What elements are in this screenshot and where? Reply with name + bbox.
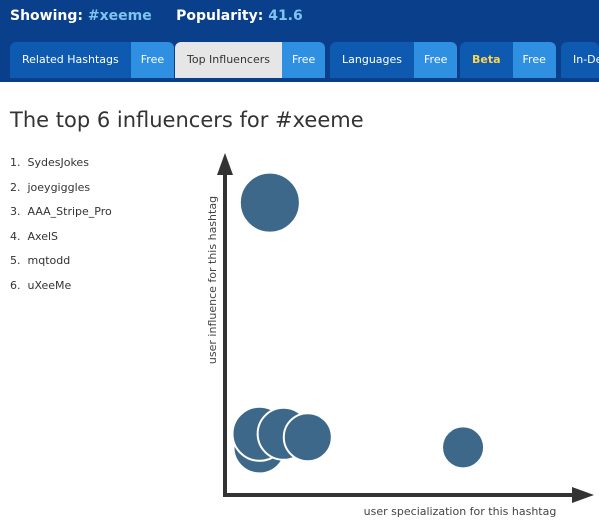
bubble [282,412,333,463]
x-axis-label: user specialization for this hashtag [364,505,557,518]
y-arrow [217,153,233,175]
tab[interactable]: Beta Free [460,42,556,78]
tab-label[interactable]: Beta [460,42,513,78]
influencer-name[interactable]: joeygiggles [27,180,91,194]
popularity-label: Popularity: [176,8,264,24]
hashtag: #xeeme [87,8,152,24]
tab-badge[interactable]: Free [281,42,326,78]
influencer: 3. AAA_Stripe_Pro [10,205,112,218]
influencer: 6. uXeeMe [10,278,72,292]
influencer-name[interactable]: AxelS [27,229,59,243]
bubble [441,425,486,470]
tab[interactable]: Top Influencers Free [175,42,326,78]
tab[interactable]: Related Hashtags Free [10,42,175,78]
x-arrow [572,487,594,503]
tab-badge[interactable]: Free [512,42,556,78]
popularity: 41.6 [268,8,303,24]
tab-badge[interactable]: Free [130,42,175,78]
influencer-name[interactable]: SydesJokes [27,156,89,169]
tab[interactable]: In-De [561,42,599,78]
influencer: 2. joeygiggles [10,180,91,194]
bubble [238,171,301,234]
y-axis-label: user influence for this hashtag [206,196,219,364]
tab-label[interactable]: Languages [330,42,415,78]
influencer: 4. AxelS [10,229,59,243]
influencer: 5. mqtodd [10,254,71,267]
header: Showing: #xeeme Popularity: 41.6 [10,8,303,24]
tab-label[interactable]: In-De [561,42,599,78]
influencer-name[interactable]: mqtodd [27,254,71,267]
influencer-name[interactable]: AAA_Stripe_Pro [27,205,112,218]
page-title: The top 6 influencers for #xeeme [10,108,364,132]
influencer-list: 1. SydesJokes 2. joeygiggles 3. AAA_Stripe… [10,156,112,303]
influencer-name[interactable]: uXeeMe [27,278,72,292]
tab-label[interactable]: Top Influencers [175,42,282,78]
tab-badge[interactable]: Free [414,42,458,78]
tab-label[interactable]: Related Hashtags [10,42,131,78]
influencer: 1. SydesJokes [10,156,89,169]
tab[interactable]: Languages Free [330,42,458,78]
showing-label: Showing: [10,8,83,24]
